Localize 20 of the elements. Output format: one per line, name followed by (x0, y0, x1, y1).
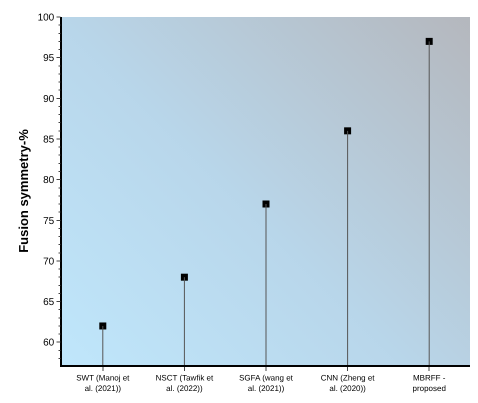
y-axis-title: Fusion symmetry-% (16, 128, 32, 253)
x-tick-label: SGFA (wang et al. (2021)) (239, 373, 294, 393)
point (262, 200, 270, 208)
x-tick-label: CNN (Zheng et al. (2020)) (320, 373, 376, 393)
x-tick-label: SWT (Manoj et al. (2021)) (76, 373, 130, 393)
y-tick-label: 60 (43, 338, 55, 349)
x-tick-label: MBRFF - proposed (412, 373, 446, 393)
y-tick-label: 65 (43, 297, 55, 308)
y-tick-label: 85 (43, 134, 55, 146)
y-tick-label: 75 (43, 216, 55, 227)
y-tick-label: 95 (43, 53, 55, 64)
y-tick-label: 90 (43, 94, 55, 105)
point (426, 38, 433, 45)
y-tick-label: 100 (38, 12, 55, 24)
point (180, 274, 188, 281)
y-tick-label: 80 (43, 175, 55, 186)
point (344, 127, 352, 134)
point (99, 322, 106, 330)
y-tick-label: 70 (43, 256, 55, 268)
x-tick-label: NSCT (Tawfik et al. (2022)) (156, 373, 214, 393)
